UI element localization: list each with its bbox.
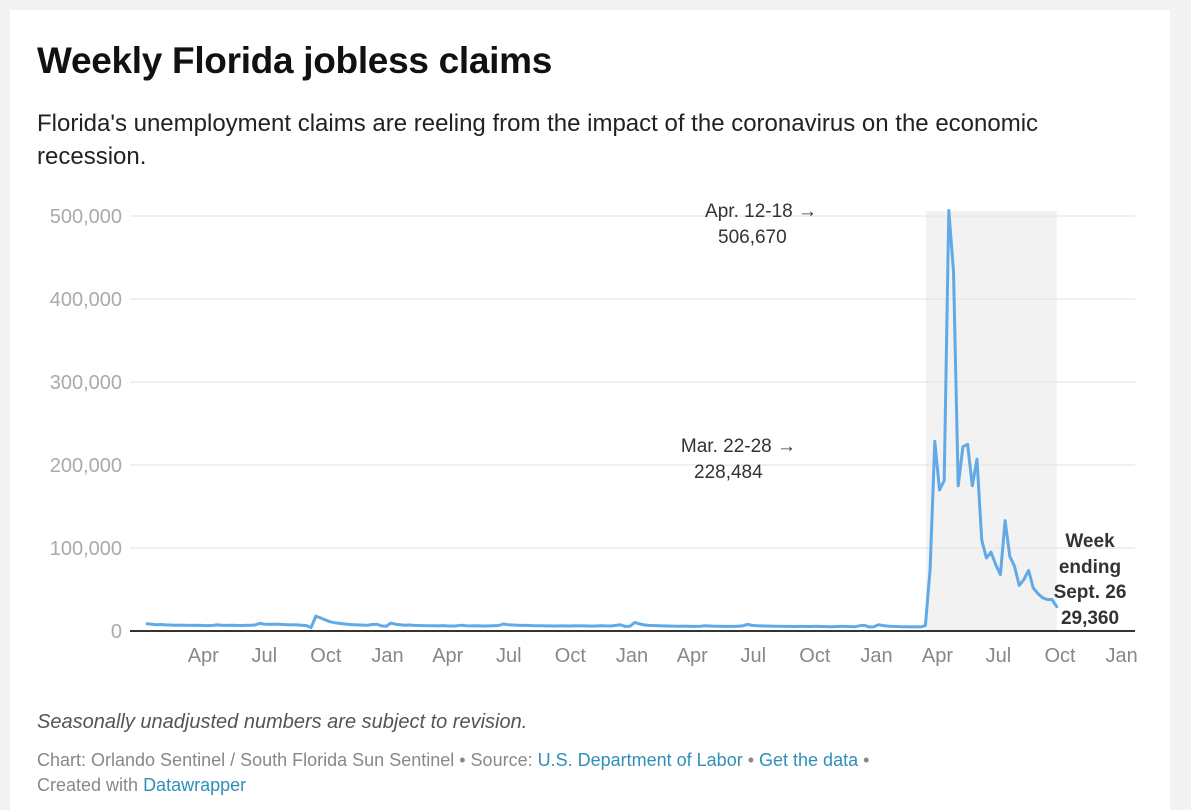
source-link[interactable]: U.S. Department of Labor — [537, 750, 743, 770]
chart-credit: Chart: Orlando Sentinel / South Florida … — [37, 750, 538, 770]
x-tick-label: Oct — [555, 645, 587, 667]
series-line — [145, 209, 1059, 629]
x-tick-label: Apr — [677, 645, 708, 667]
annotation-march-label: Mar. 22-28 → — [680, 436, 796, 457]
annotation-peak-value: 506,670 — [718, 227, 787, 248]
credits: Chart: Orlando Sentinel / South Florida … — [37, 748, 869, 798]
annotation-line: Week — [1065, 531, 1115, 552]
get-data-link[interactable]: Get the data — [759, 750, 859, 770]
y-tick-label: 200,000 — [50, 455, 122, 477]
y-tick-label: 400,000 — [50, 289, 122, 311]
y-tick-label: 0 — [111, 621, 122, 643]
x-tick-label: Jan — [616, 645, 648, 667]
annotation-line: ending — [1058, 556, 1122, 578]
separator: • — [742, 750, 760, 770]
x-tick-label: Apr — [432, 645, 463, 667]
x-tick-label: Oct — [310, 645, 342, 667]
annotation-line: Sept. 26 — [1053, 582, 1127, 603]
x-tick-label: Apr — [188, 645, 219, 667]
x-tick-label: Jul — [251, 645, 277, 667]
x-tick-label: Jul — [740, 645, 766, 667]
y-tick-label: 300,000 — [50, 372, 122, 394]
x-tick-label: Jan — [1106, 645, 1138, 667]
annotation-latest-week: Week ending Sept. 26 29,360 — [1040, 529, 1140, 631]
chart-subtitle: Florida's unemployment claims are reelin… — [37, 110, 1039, 170]
x-tick-label: Oct — [1044, 645, 1076, 667]
x-tick-label: Jul — [496, 645, 522, 667]
x-tick-label: Apr — [922, 645, 953, 667]
annotation-peak-label: Apr. 12-18 → — [705, 201, 817, 222]
chart-title: Weekly Florida jobless claims — [37, 40, 553, 81]
annotation-march-value: 228,484 — [694, 462, 763, 483]
annotation-line: 29,360 — [1060, 607, 1120, 629]
datawrapper-link[interactable]: Datawrapper — [143, 775, 247, 795]
created-with-text: Created with — [37, 775, 144, 795]
footnote: Seasonally unadjusted numbers are subjec… — [37, 711, 528, 733]
x-tick-label: Oct — [799, 645, 831, 667]
y-tick-label: 500,000 — [50, 206, 122, 228]
separator: • — [858, 750, 870, 770]
x-tick-label: Jan — [860, 645, 892, 667]
x-tick-label: Jan — [371, 645, 403, 667]
y-tick-label: 100,000 — [50, 538, 122, 560]
x-tick-label: Jul — [986, 645, 1012, 667]
